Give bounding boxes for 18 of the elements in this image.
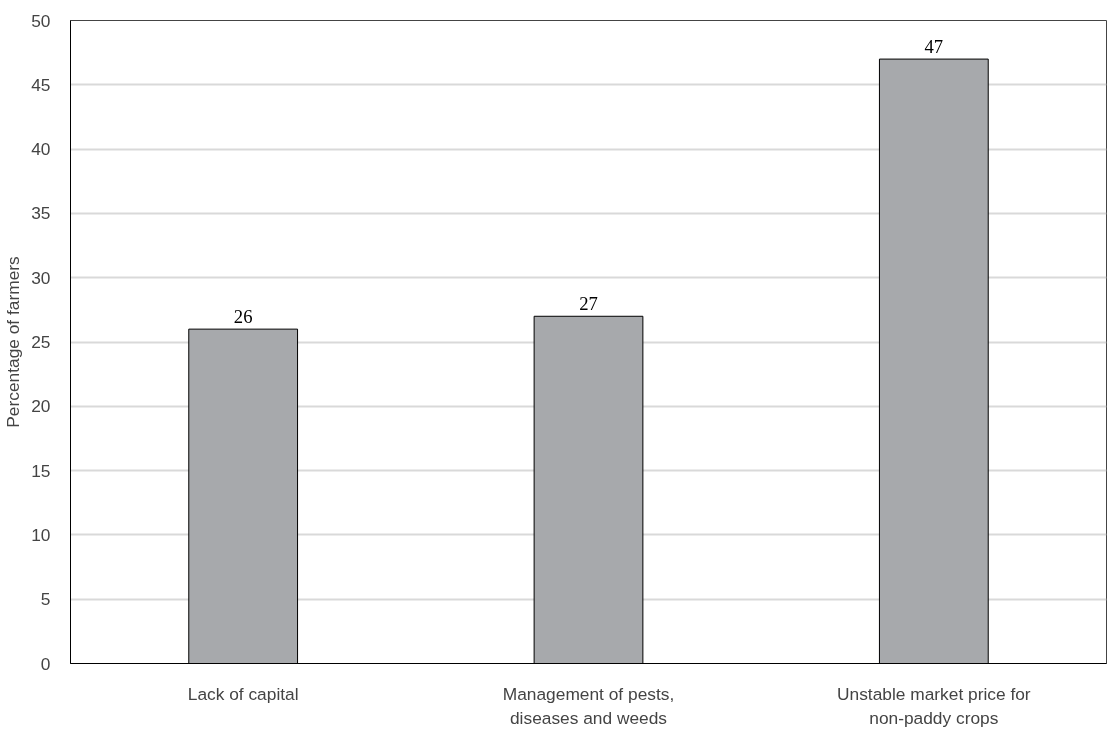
y-axis-title: Percentage of farmers bbox=[3, 255, 24, 428]
x-tick-label: Lack of capital bbox=[187, 683, 299, 704]
data-label: 26 bbox=[233, 306, 253, 328]
y-tick-label: 25 bbox=[31, 332, 51, 352]
y-tick-label: 30 bbox=[31, 267, 51, 288]
y-tick-label: 45 bbox=[31, 74, 51, 95]
y-tick-label: 10 bbox=[31, 524, 51, 545]
y-tick-label: 50 bbox=[31, 10, 51, 31]
x-tick-label: Management of pests, diseases and weeds bbox=[502, 683, 675, 728]
data-label: 47 bbox=[924, 36, 944, 58]
x-tick-label: Unstable market price for non-paddy crops bbox=[837, 683, 1031, 728]
y-tick-label: 20 bbox=[31, 396, 51, 417]
y-tick-label: 15 bbox=[31, 460, 51, 481]
y-tick-label: 5 bbox=[40, 589, 51, 610]
y-tick-label: 40 bbox=[31, 139, 51, 160]
y-tick-label: 0 bbox=[40, 653, 51, 674]
y-tick-label: 35 bbox=[31, 203, 51, 224]
data-label: 27 bbox=[579, 293, 598, 315]
